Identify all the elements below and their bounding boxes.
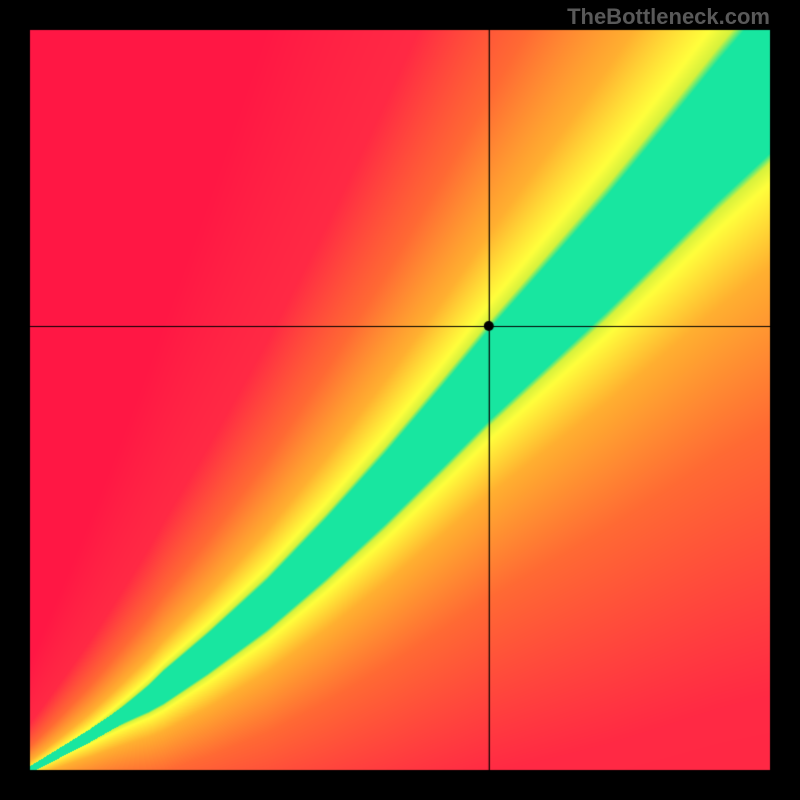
bottleneck-heatmap — [0, 0, 800, 800]
chart-container: TheBottleneck.com — [0, 0, 800, 800]
watermark-text: TheBottleneck.com — [567, 4, 770, 30]
